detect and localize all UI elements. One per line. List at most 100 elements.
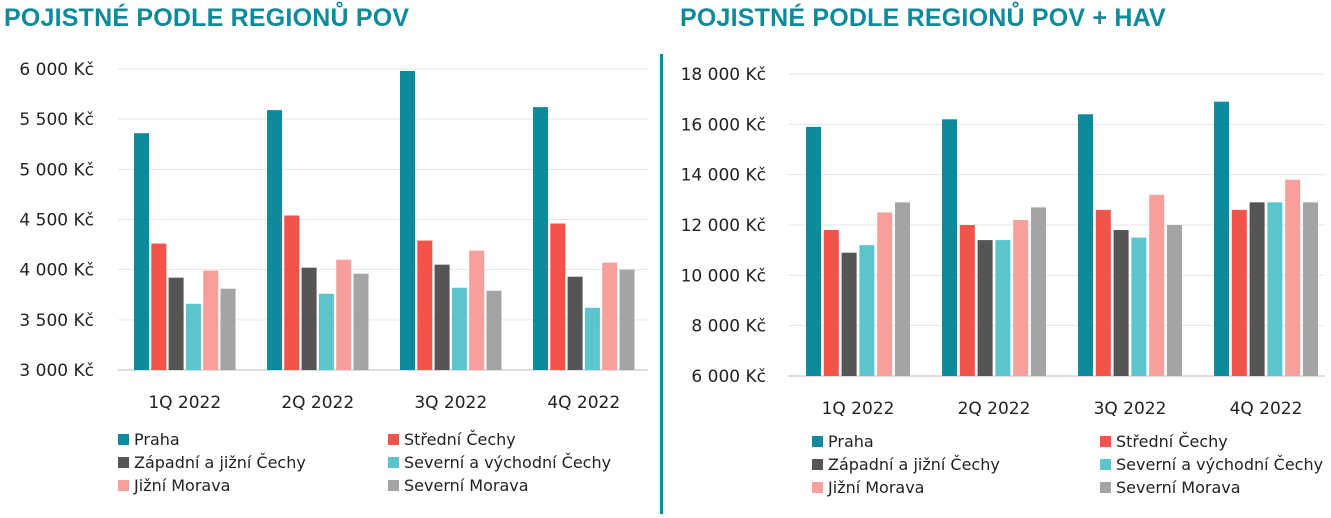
legend-label: Západní a jižní Čechy xyxy=(828,455,1000,474)
y-tick-label: 6 000 Kč xyxy=(19,60,94,80)
bar xyxy=(151,243,167,370)
bar xyxy=(486,290,502,370)
bar xyxy=(977,240,993,376)
y-tick-label: 3 500 Kč xyxy=(19,311,94,331)
x-tick-label: 2Q 2022 xyxy=(281,393,354,413)
legend-item: Severní a východní Čechy xyxy=(1100,455,1323,474)
legend-swatch xyxy=(388,457,399,468)
bar xyxy=(1013,219,1029,376)
legend-swatch xyxy=(118,457,129,468)
legend-swatch xyxy=(812,436,823,447)
y-tick-label: 4 500 Kč xyxy=(19,211,94,231)
bar xyxy=(185,303,201,370)
bar xyxy=(220,288,236,370)
legend-item: Jižní Morava xyxy=(118,476,230,495)
bar xyxy=(284,215,300,370)
bar xyxy=(267,110,282,371)
legend-label: Jižní Morava xyxy=(828,478,925,497)
y-tick-label: 5 000 Kč xyxy=(19,160,94,180)
bar xyxy=(1031,207,1046,376)
bar xyxy=(417,240,433,370)
legend-item: Severní Morava xyxy=(388,476,529,495)
x-tick-label: 2Q 2022 xyxy=(958,399,1031,419)
bar xyxy=(1131,237,1147,376)
legend-item: Jižní Morava xyxy=(812,478,924,497)
bar xyxy=(823,230,839,376)
legend-swatch xyxy=(812,459,823,470)
x-tick-label: 4Q 2022 xyxy=(1230,399,1303,419)
legend-swatch xyxy=(118,434,129,445)
y-tick-label: 14 000 Kč xyxy=(681,166,766,186)
bar xyxy=(877,212,893,376)
bar xyxy=(336,259,352,370)
legend-label: Praha xyxy=(828,432,874,451)
y-tick-label: 18 000 Kč xyxy=(681,65,766,85)
bar xyxy=(353,273,369,370)
bar xyxy=(959,225,975,376)
chart-title-left: POJISTNÉ PODLE REGIONŮ POV xyxy=(4,4,410,32)
bar xyxy=(806,126,821,376)
bar xyxy=(995,240,1011,376)
legend-label: Střední Čechy xyxy=(404,430,516,449)
y-tick-label: 6 000 Kč xyxy=(691,367,766,387)
y-tick-label: 8 000 Kč xyxy=(691,317,766,337)
x-tick-label: 1Q 2022 xyxy=(822,399,895,419)
bar xyxy=(469,250,485,370)
legend-swatch xyxy=(1100,482,1111,493)
legend-item: Střední Čechy xyxy=(388,430,516,449)
bar xyxy=(859,245,875,376)
y-tick-label: 10 000 Kč xyxy=(681,266,766,286)
bar xyxy=(1214,101,1229,376)
legend-item: Západní a jižní Čechy xyxy=(118,453,306,472)
legend-label: Severní a východní Čechy xyxy=(1116,455,1324,474)
legend-label: Západní a jižní Čechy xyxy=(134,453,306,472)
legend-swatch xyxy=(1100,436,1111,447)
y-tick-label: 5 500 Kč xyxy=(19,110,94,130)
legend-item: Severní Morava xyxy=(1100,478,1241,497)
bar xyxy=(168,277,184,370)
legend-label: Praha xyxy=(134,430,180,449)
bar xyxy=(1095,209,1111,376)
legend-item: Praha xyxy=(812,432,874,451)
bar xyxy=(301,267,317,370)
bar xyxy=(619,269,635,370)
chart-title-right: POJISTNÉ PODLE REGIONŮ POV + HAV xyxy=(680,4,1166,32)
bar xyxy=(1167,225,1182,376)
chart-divider xyxy=(660,54,663,514)
legend-label: Severní Morava xyxy=(404,476,529,495)
bar xyxy=(318,293,334,370)
bar xyxy=(1267,202,1283,376)
bar xyxy=(400,71,415,371)
bar xyxy=(1249,202,1265,376)
bar xyxy=(451,287,467,370)
legend-swatch xyxy=(118,480,129,491)
bar xyxy=(1231,209,1247,376)
legend-label: Střední Čechy xyxy=(1116,432,1228,451)
chart-left: 3 000 Kč 3 500 Kč 4 000 Kč 4 500 Kč 5 000 Kč… xyxy=(19,60,648,413)
x-tick-label: 4Q 2022 xyxy=(547,393,620,413)
legend-label: Jižní Morava xyxy=(134,476,231,495)
legend-item: Severní a východní Čechy xyxy=(388,453,611,472)
legend-item: Praha xyxy=(118,430,180,449)
bar xyxy=(567,276,583,370)
bar xyxy=(1149,194,1165,376)
y-tick-label: 12 000 Kč xyxy=(681,216,766,236)
y-tick-label: 4 000 Kč xyxy=(19,261,94,281)
bar xyxy=(434,264,450,370)
bar xyxy=(602,262,618,370)
x-tick-label: 3Q 2022 xyxy=(1094,399,1167,419)
legend-swatch xyxy=(388,434,399,445)
bar xyxy=(203,270,219,370)
bar xyxy=(1113,230,1129,376)
x-tick-label: 3Q 2022 xyxy=(414,393,487,413)
legend-swatch xyxy=(388,480,399,491)
y-tick-label: 3 000 Kč xyxy=(19,361,94,381)
bar xyxy=(584,307,600,370)
bar xyxy=(134,133,149,370)
bar xyxy=(550,223,566,370)
x-tick-label: 1Q 2022 xyxy=(148,393,221,413)
legend-swatch xyxy=(1100,459,1111,470)
bar xyxy=(533,107,548,371)
legend-item: Západní a jižní Čechy xyxy=(812,455,1000,474)
